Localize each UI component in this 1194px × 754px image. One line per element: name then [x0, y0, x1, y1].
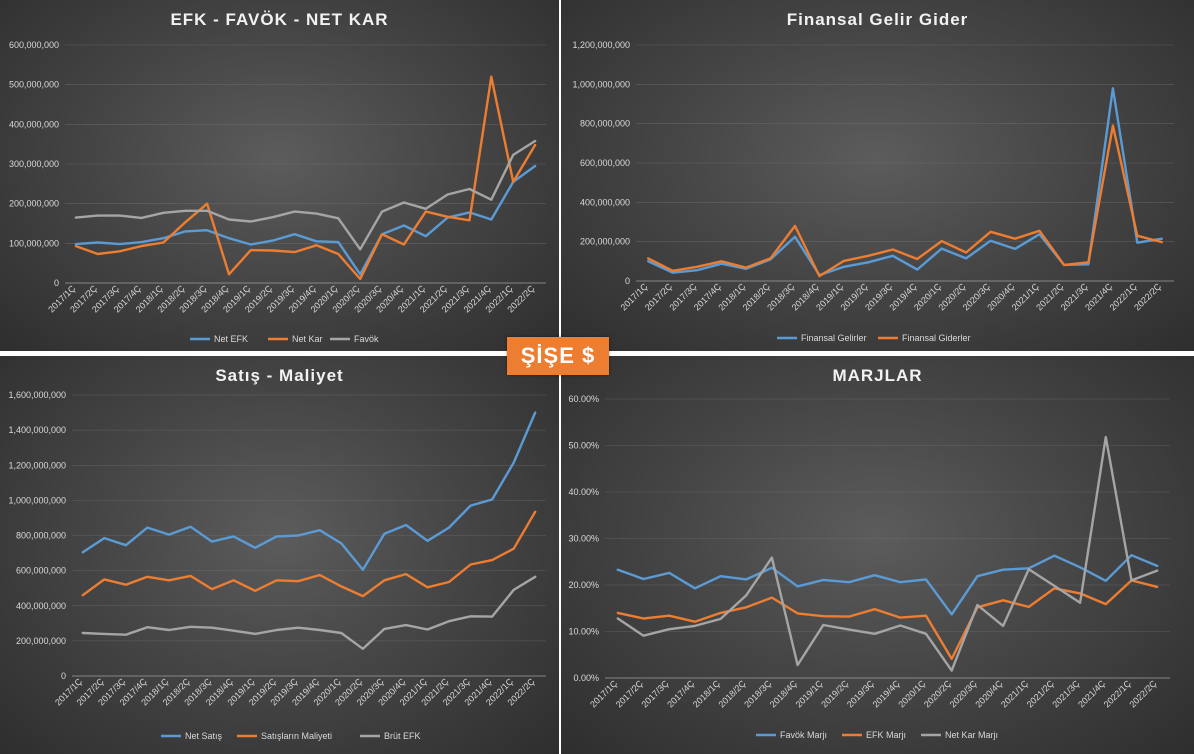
series-line — [616, 435, 1159, 672]
chart-title: EFK - FAVÖK - NET KAR — [170, 10, 389, 29]
legend-label: Brüt EFK — [384, 731, 421, 741]
y-tick-label: 400,000,000 — [580, 197, 630, 207]
y-tick-label: 800,000,000 — [16, 531, 66, 541]
x-tick-label: 2022/2Ç — [1127, 678, 1158, 709]
legend-label: Net Kar Marjı — [945, 730, 998, 740]
chart-title: Finansal Gelir Gider — [786, 10, 969, 29]
y-tick-label: 600,000,000 — [580, 158, 630, 168]
y-tick-label: 0.00% — [573, 673, 599, 683]
y-tick-label: 0 — [61, 671, 66, 681]
y-tick-label: 200,000,000 — [9, 199, 59, 209]
chart-plot: 0.00% 10.00% 20.00% 30.00% 40.00% 50.00% 60.00… — [568, 394, 1170, 740]
chart-grid — [605, 398, 1170, 679]
y-tick-label: 500,000,000 — [9, 80, 59, 90]
series-line — [74, 139, 537, 251]
y-tick-label: 40.00% — [568, 487, 599, 497]
legend-label: Net Satış — [185, 731, 223, 741]
x-tick-label: 2022/2Ç — [1132, 281, 1163, 312]
y-tick-label: 1,400,000,000 — [8, 425, 66, 435]
series-line — [81, 510, 537, 598]
series-line — [646, 124, 1163, 278]
chart-title: MARJLAR — [832, 366, 923, 385]
y-tick-label: 60.00% — [568, 394, 599, 404]
y-tick-label: 0 — [625, 276, 630, 286]
y-tick-label: 1,000,000,000 — [572, 79, 630, 89]
legend-label: Satışların Maliyeti — [261, 731, 332, 741]
y-tick-label: 300,000,000 — [9, 159, 59, 169]
y-tick-label: 400,000,000 — [9, 119, 59, 129]
legend-label: EFK Marjı — [866, 730, 906, 740]
chart-panel-efk-favok-netkar: EFK - FAVÖK - NET KAR 0 100,000,000 200,00… — [0, 0, 559, 351]
series-line — [616, 553, 1159, 616]
legend-label: Net Kar — [292, 334, 323, 344]
chart-grid — [72, 394, 546, 677]
legend-label: Favök Marjı — [780, 730, 827, 740]
series-line — [81, 575, 537, 650]
y-tick-label: 1,000,000,000 — [8, 495, 66, 505]
chart-panel-finansal-gelir-gider: Finansal Gelir Gider 0 200,000,000 400,000… — [561, 0, 1194, 351]
series-line — [74, 75, 537, 281]
chart-panel-marjlar: MARJLAR 0.00% 10.00% 20.00% 30.00% 40.00% 50.… — [561, 356, 1194, 754]
y-tick-label: 100,000,000 — [9, 238, 59, 248]
y-tick-label: 1,200,000,000 — [572, 40, 630, 50]
chart-grid — [636, 44, 1174, 282]
legend-label: Net EFK — [214, 334, 248, 344]
y-tick-label: 0 — [54, 278, 59, 288]
brand-badge: ŞİŞE $ — [507, 337, 609, 375]
y-tick-label: 200,000,000 — [580, 237, 630, 247]
series-line — [646, 87, 1163, 277]
series-line — [616, 579, 1159, 661]
chart-title: Satış - Maliyet — [215, 366, 344, 385]
y-tick-label: 50.00% — [568, 441, 599, 451]
y-tick-label: 600,000,000 — [16, 566, 66, 576]
y-tick-label: 200,000,000 — [16, 636, 66, 646]
chart-plot: 0 200,000,000 400,000,000 600,000,000 800,00… — [572, 40, 1174, 343]
y-tick-label: 20.00% — [568, 580, 599, 590]
series-line — [74, 164, 537, 276]
legend-label: Finansal Giderler — [902, 333, 971, 343]
y-tick-label: 30.00% — [568, 534, 599, 544]
y-tick-label: 600,000,000 — [9, 40, 59, 50]
y-tick-label: 1,200,000,000 — [8, 460, 66, 470]
chart-plot: 0 100,000,000 200,000,000 300,000,000 400,00… — [9, 40, 546, 344]
y-tick-label: 400,000,000 — [16, 601, 66, 611]
chart-plot: 0 200,000,000 400,000,000 600,000,000 800,00… — [8, 390, 546, 741]
y-tick-label: 1,600,000,000 — [8, 390, 66, 400]
y-tick-label: 10.00% — [568, 627, 599, 637]
legend-label: Favök — [354, 334, 379, 344]
chart-panel-satis-maliyet: Satış - Maliyet 0 200,000,000 400,000,000 6… — [0, 356, 559, 754]
y-tick-label: 800,000,000 — [580, 119, 630, 129]
series-line — [81, 411, 537, 571]
legend-label: Finansal Gelirler — [801, 333, 867, 343]
